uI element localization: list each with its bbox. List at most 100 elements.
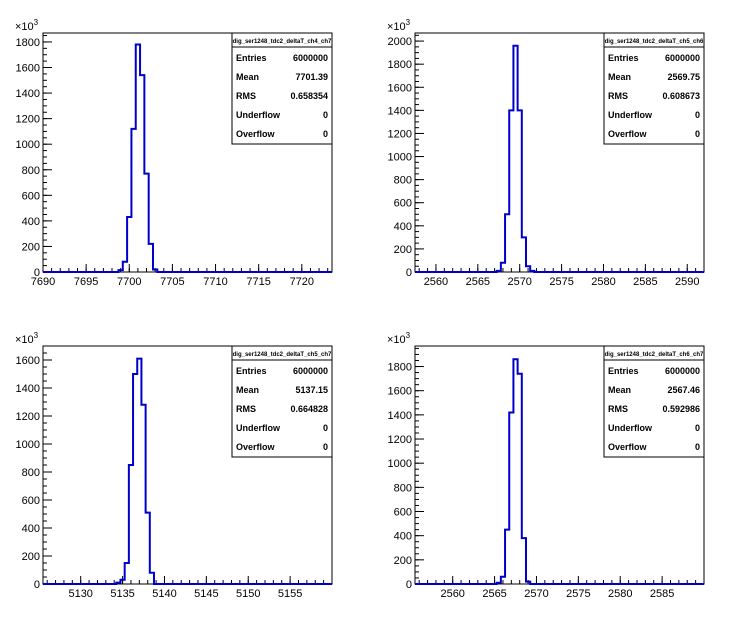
stats-box: dig_ser1248_tdc2_deltaT_ch5_ch6 Entries 60… — [603, 32, 705, 145]
x-tick-label: 5150 — [236, 588, 260, 600]
stats-value-underflow: 0 — [695, 110, 700, 120]
stats-box-frame — [231, 32, 333, 145]
histogram-pad-1: 7690 7695 7700 7705 7710 7715 7720 0 200 400 600 80… — [15, 18, 333, 288]
histogram-outline — [415, 358, 704, 585]
y-tick-label: 800 — [394, 175, 412, 187]
x-tick-label: 5130 — [68, 588, 92, 600]
y-scale-label: ×103 — [15, 331, 39, 346]
stats-label-rms: RMS — [608, 91, 628, 101]
x-tick-label: 2575 — [549, 276, 573, 288]
y-tick-label: 600 — [22, 495, 40, 507]
stats-label-rms: RMS — [608, 404, 628, 414]
y-tick-label: 1800 — [388, 59, 412, 71]
stats-value-rms: 0.592986 — [662, 404, 700, 414]
y-tick-label: 1400 — [388, 105, 412, 117]
y-scale-label: ×103 — [387, 18, 411, 33]
x-tick-label: 2570 — [507, 276, 531, 288]
histogram-outline — [415, 44, 704, 273]
y-tick-label: 800 — [22, 165, 40, 177]
stats-label-entries: Entries — [236, 366, 267, 376]
x-tick-label: 2560 — [440, 588, 464, 600]
histogram-outline — [43, 43, 332, 273]
x-tick-label: 7690 — [31, 276, 55, 288]
stats-box: dig_ser1248_tdc2_deltaT_ch4_ch7 Entries 60… — [231, 32, 333, 145]
x-tick-label: 7705 — [160, 276, 184, 288]
histogram-pad-4: 2560 2565 2570 2575 2580 2585 0 200 400 600 800 100… — [387, 331, 705, 600]
stats-value-entries: 6000000 — [293, 366, 328, 376]
y-tick-label: 0 — [406, 579, 412, 591]
stats-value-overflow: 0 — [695, 442, 700, 452]
y-tick-label: 1400 — [16, 88, 40, 100]
y-tick-label: 1000 — [388, 152, 412, 164]
histogram-pad-2: 2560 2565 2570 2575 2580 2585 2590 0 200 400 600 80… — [387, 18, 705, 288]
x-tick-label: 2565 — [482, 588, 506, 600]
y-tick-label: 1200 — [388, 128, 412, 140]
stats-value-underflow: 0 — [323, 423, 328, 433]
y-tick-label: 1400 — [388, 410, 412, 422]
stats-label-underflow: Underflow — [236, 423, 281, 433]
stats-box-frame — [603, 345, 705, 458]
stats-title: dig_ser1248_tdc2_deltaT_ch5_ch6 — [605, 39, 704, 45]
y-tick-label: 1600 — [16, 63, 40, 75]
x-tick-label: 2580 — [591, 276, 615, 288]
y-tick-label: 2000 — [388, 36, 412, 48]
stats-value-entries: 6000000 — [665, 53, 700, 63]
stats-label-underflow: Underflow — [236, 110, 281, 120]
x-tick-label: 5140 — [152, 588, 176, 600]
y-tick-label: 600 — [394, 198, 412, 210]
x-tick-label: 2585 — [633, 276, 657, 288]
stats-label-mean: Mean — [608, 72, 631, 82]
stats-value-rms: 0.608673 — [662, 91, 700, 101]
stats-label-mean: Mean — [608, 385, 631, 395]
stats-box-frame — [603, 32, 705, 145]
y-tick-label: 1800 — [388, 362, 412, 374]
y-tick-label: 1200 — [16, 114, 40, 126]
x-tick-label: 7695 — [74, 276, 98, 288]
x-tick-label: 2570 — [524, 588, 548, 600]
stats-label-overflow: Overflow — [236, 129, 276, 139]
y-tick-label: 400 — [394, 221, 412, 233]
stats-value-rms: 0.658354 — [290, 91, 328, 101]
y-tick-label: 1000 — [388, 458, 412, 470]
stats-label-rms: RMS — [236, 91, 256, 101]
y-tick-label: 1000 — [16, 139, 40, 151]
y-tick-label: 0 — [34, 267, 40, 279]
y-tick-label: 1000 — [16, 439, 40, 451]
y-tick-label: 1400 — [16, 383, 40, 395]
stats-label-underflow: Underflow — [608, 110, 653, 120]
y-tick-label: 0 — [34, 579, 40, 591]
stats-value-rms: 0.664828 — [290, 404, 328, 414]
stats-label-entries: Entries — [236, 53, 267, 63]
y-tick-label: 1600 — [388, 82, 412, 94]
stats-box-frame — [231, 345, 333, 458]
y-tick-label: 1200 — [16, 411, 40, 423]
y-tick-label: 1800 — [16, 37, 40, 49]
stats-label-entries: Entries — [608, 366, 639, 376]
y-tick-label: 1200 — [388, 434, 412, 446]
stats-label-overflow: Overflow — [608, 442, 648, 452]
x-tick-label: 7700 — [117, 276, 141, 288]
stats-label-entries: Entries — [608, 53, 639, 63]
stats-label-overflow: Overflow — [236, 442, 276, 452]
stats-label-overflow: Overflow — [608, 129, 648, 139]
y-tick-label: 1600 — [16, 355, 40, 367]
x-tick-label: 7715 — [246, 276, 270, 288]
x-tick-label: 5155 — [278, 588, 302, 600]
y-tick-label: 200 — [394, 244, 412, 256]
x-tick-label: 2565 — [466, 276, 490, 288]
x-tick-label: 2560 — [424, 276, 448, 288]
y-scale-label: ×103 — [15, 18, 39, 33]
stats-title: dig_ser1248_tdc2_deltaT_ch4_ch7 — [233, 39, 332, 45]
x-tick-label: 7710 — [203, 276, 227, 288]
y-tick-label: 200 — [394, 555, 412, 567]
stats-label-mean: Mean — [236, 385, 259, 395]
histogram-pad-3: 5130 5135 5140 5145 5150 5155 0 200 400 600 800 100… — [15, 331, 333, 600]
stats-value-entries: 6000000 — [665, 366, 700, 376]
y-tick-label: 800 — [22, 467, 40, 479]
y-tick-label: 600 — [394, 507, 412, 519]
stats-label-mean: Mean — [236, 72, 259, 82]
y-tick-label: 400 — [22, 216, 40, 228]
stats-label-rms: RMS — [236, 404, 256, 414]
stats-value-mean: 2567.46 — [667, 385, 700, 395]
